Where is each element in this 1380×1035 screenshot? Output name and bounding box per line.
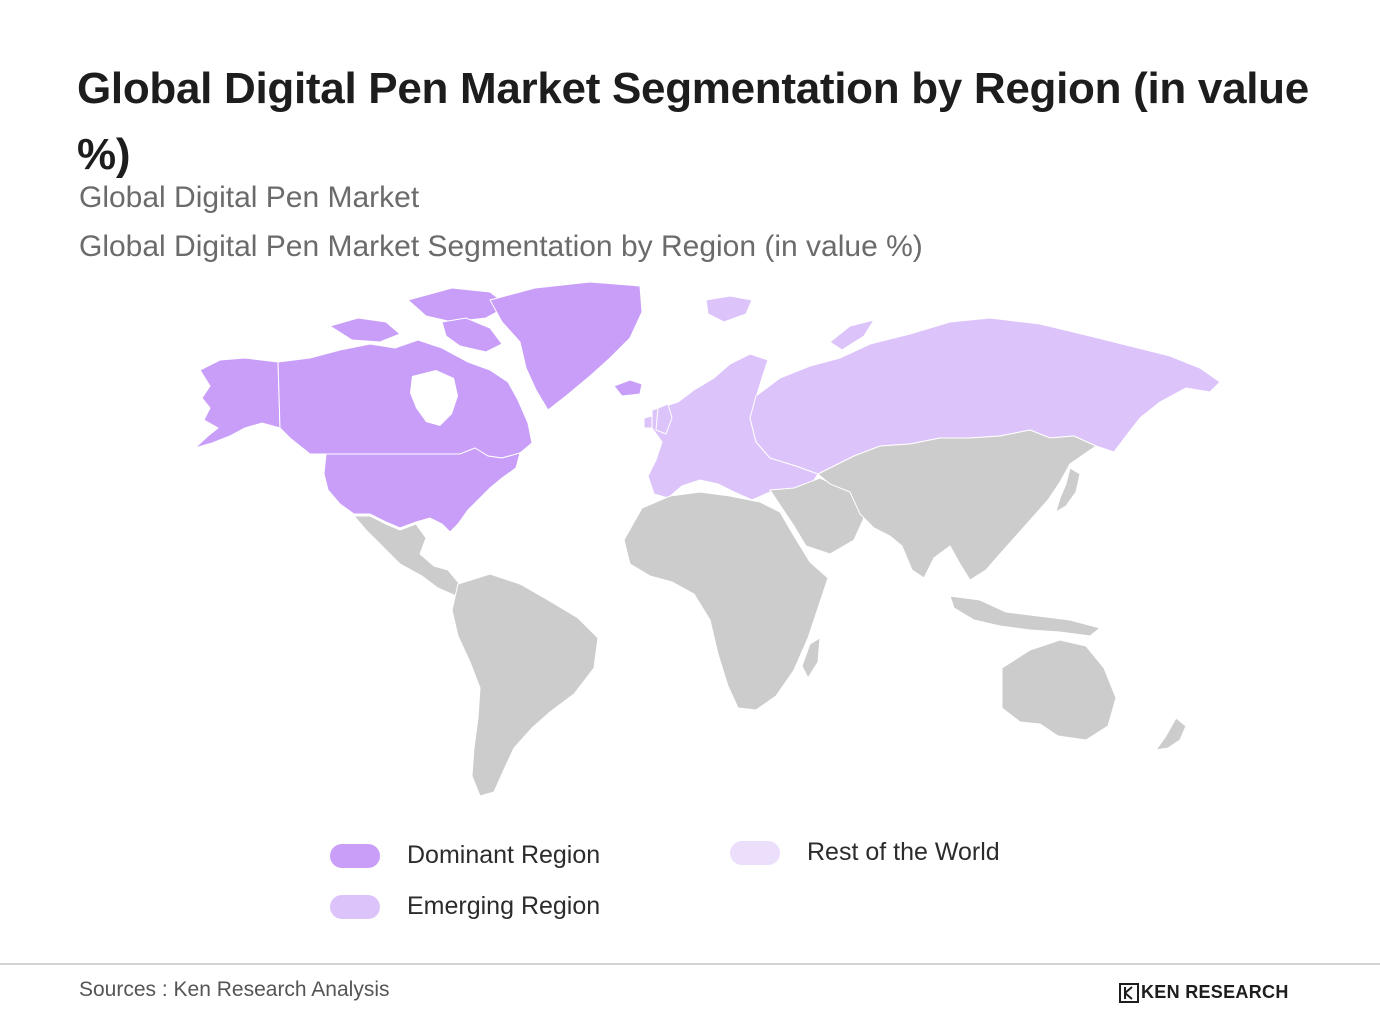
region-usa [323,447,521,533]
region-arctic-islands-west [328,317,401,343]
brand-name: KEN RESEARCH [1141,982,1289,1002]
region-novaya-zemlya [829,319,876,351]
footer-divider [0,963,1380,965]
region-middle-east [769,477,865,555]
legend-rest-of-world: Rest of the World [730,838,1000,867]
region-new-zealand [1154,717,1187,751]
ken-research-logo-icon [1119,982,1139,1003]
hudson-bay [410,370,458,426]
region-australia [1001,639,1117,741]
region-iceland [613,379,643,397]
world-map [194,281,1221,797]
region-uk [655,403,673,435]
region-indonesia [949,595,1102,637]
region-asia [817,429,1098,581]
legend-label-rest: Rest of the World [807,838,1000,866]
region-canada [277,339,533,459]
page-title: Global Digital Pen Market Segmentation b… [77,64,1309,179]
region-baffin [441,317,503,353]
region-svalbard [705,295,753,323]
sources-text: Sources : Ken Research Analysis [79,978,390,1001]
legend-emerging-region: Emerging Region [330,892,600,921]
legend-dominant-region: Dominant Region [330,841,600,870]
region-alaska [194,357,281,449]
legend-swatch-emerging [330,894,380,919]
subtitle-market: Global Digital Pen Market [79,181,420,214]
region-africa [623,491,829,711]
region-madagascar [801,637,821,680]
region-japan [1055,467,1081,514]
legend-label-emerging: Emerging Region [407,892,601,920]
brand-logo: KEN RESEARCH [1119,982,1289,1003]
region-ireland [643,415,653,429]
legend-swatch-rest [730,840,780,865]
region-south-america [451,573,599,797]
subtitle-segmentation: Global Digital Pen Market Segmentation b… [79,230,923,263]
region-greenland [489,281,643,411]
legend-swatch-dominant [330,843,380,868]
legend-label-dominant: Dominant Region [407,841,601,869]
region-mexico [352,515,469,597]
